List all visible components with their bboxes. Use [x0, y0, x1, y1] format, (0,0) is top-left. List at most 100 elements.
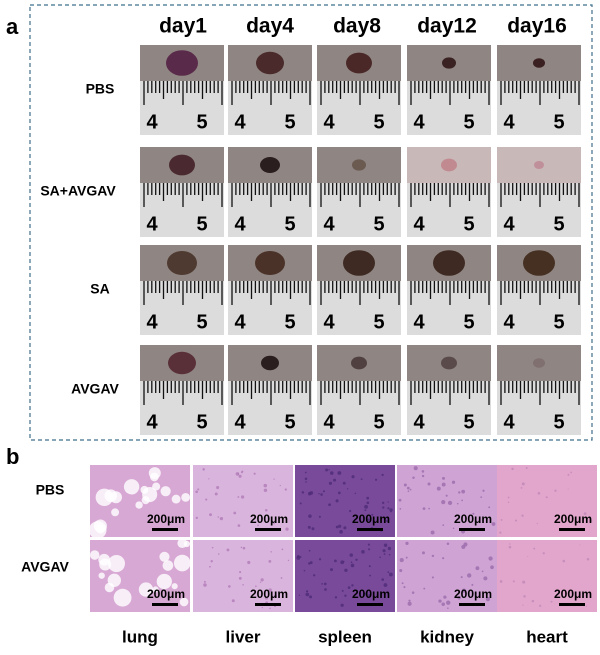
tissue-texture — [284, 488, 287, 491]
tissue-texture — [261, 607, 263, 609]
tissue-texture — [545, 496, 548, 499]
scale-bar-label: 200μm — [554, 587, 592, 601]
ruler-number: 5 — [463, 411, 474, 433]
tissue-texture — [281, 548, 284, 551]
tissue-texture — [399, 507, 402, 510]
tissue-texture — [366, 496, 370, 500]
tissue-texture — [369, 574, 372, 577]
ruler-number: 5 — [373, 411, 384, 433]
tissue-texture — [349, 553, 353, 557]
tissue-texture — [231, 599, 235, 603]
ruler-number: 5 — [553, 213, 564, 235]
histology-image — [497, 540, 597, 612]
tissue-texture — [318, 493, 320, 495]
tissue-texture — [442, 524, 445, 527]
histology-image — [397, 540, 497, 612]
tissue-texture — [374, 478, 378, 481]
scale-bar-label: 200μm — [454, 512, 492, 526]
tissue-texture — [461, 489, 466, 494]
ruler-number: 4 — [413, 213, 425, 235]
tissue-texture — [228, 585, 231, 588]
tissue-texture — [463, 542, 468, 547]
ruler-number: 5 — [463, 111, 474, 133]
tissue-texture — [269, 607, 271, 610]
ruler-number: 5 — [196, 311, 207, 333]
tissue-texture — [383, 543, 388, 547]
tissue-texture — [329, 471, 334, 475]
tissue-texture — [431, 554, 435, 558]
tissue-texture — [328, 503, 331, 507]
tissue-texture — [399, 558, 404, 563]
tissue-texture — [303, 569, 306, 572]
ruler-number: 4 — [503, 213, 515, 235]
tissue-texture — [446, 542, 450, 546]
tissue-texture — [217, 516, 220, 518]
ruler-number: 5 — [463, 213, 474, 235]
tissue-texture — [488, 556, 493, 561]
tissue-texture — [514, 519, 518, 522]
tissue-texture — [324, 588, 327, 591]
tissue-texture — [436, 486, 441, 491]
tissue-texture — [512, 580, 515, 583]
tissue-texture — [340, 560, 345, 565]
tissue-texture — [457, 596, 461, 600]
column-header: day1 — [159, 15, 207, 38]
ruler-number: 4 — [234, 311, 246, 333]
tissue-texture — [279, 484, 281, 487]
row-label: AVGAV — [21, 559, 69, 575]
tissue-texture — [273, 522, 275, 525]
wound — [534, 161, 544, 169]
histology-image — [295, 465, 395, 537]
tissue-texture — [537, 492, 541, 495]
tissue-texture — [171, 494, 181, 504]
tissue-texture — [218, 553, 220, 555]
ruler-number: 4 — [413, 111, 425, 133]
tissue-texture — [422, 551, 425, 555]
panel-label: a — [6, 14, 19, 39]
tissue-texture — [445, 494, 448, 497]
tissue-texture — [305, 592, 310, 597]
tissue-texture — [381, 578, 385, 581]
tissue-texture — [113, 588, 132, 607]
ruler-number: 4 — [413, 411, 425, 433]
tissue-texture — [337, 471, 342, 475]
tissue-texture — [413, 466, 418, 471]
tissue-texture — [349, 509, 352, 513]
tissue-texture — [442, 476, 445, 480]
column-header: day8 — [333, 15, 381, 38]
scale-bar-label: 200μm — [352, 512, 390, 526]
tissue-texture — [511, 467, 514, 471]
tissue-texture — [344, 594, 347, 597]
tissue-texture — [527, 556, 529, 558]
tissue-texture — [567, 488, 569, 490]
tissue-texture — [360, 478, 363, 481]
tissue-texture — [306, 590, 309, 593]
tissue-label: kidney — [420, 627, 474, 646]
ruler-number: 5 — [463, 311, 474, 333]
tissue-texture — [333, 559, 337, 563]
tissue-texture — [202, 468, 205, 471]
scale-bar-label: 200μm — [147, 512, 185, 526]
tissue-texture — [407, 490, 410, 493]
tissue-texture — [554, 489, 557, 492]
ruler-number: 5 — [284, 213, 295, 235]
tissue-texture — [407, 601, 412, 606]
tissue-texture — [443, 595, 447, 599]
tissue-texture — [211, 546, 214, 549]
tissue-texture — [347, 586, 351, 590]
tissue-texture — [355, 558, 358, 562]
wound — [256, 51, 284, 75]
tissue-texture — [388, 553, 391, 556]
tissue-texture — [263, 483, 268, 488]
scale-bar-label: 200μm — [147, 587, 185, 601]
tissue-texture — [104, 489, 118, 502]
tissue-texture — [390, 510, 392, 513]
tissue-texture — [299, 502, 302, 505]
tissue-texture — [521, 514, 524, 517]
tissue-texture — [346, 488, 349, 490]
tissue-texture — [268, 588, 272, 592]
tissue-texture — [399, 568, 403, 573]
tissue-texture — [337, 491, 341, 495]
tissue-texture — [387, 507, 390, 510]
